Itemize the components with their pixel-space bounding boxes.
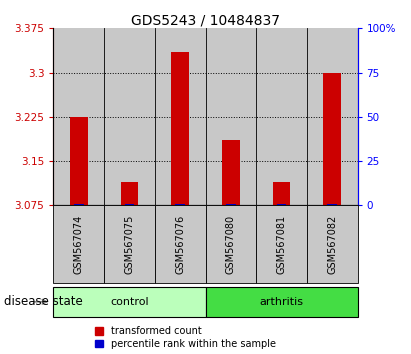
Bar [272,182,291,205]
Text: GSM567082: GSM567082 [327,215,337,274]
Bar [175,204,185,205]
Text: disease state: disease state [4,295,83,308]
Text: GSM567074: GSM567074 [74,215,84,274]
Text: control: control [110,297,149,307]
Text: GSM567081: GSM567081 [277,215,286,274]
Bar [226,204,236,205]
Bar [307,28,358,205]
Bar [323,73,341,205]
Bar [155,28,206,205]
Bar [327,204,337,205]
Bar [125,204,134,205]
Bar [53,28,104,205]
Bar [171,52,189,205]
Bar [222,141,240,205]
Bar [70,117,88,205]
Bar [104,28,155,205]
Text: arthritis: arthritis [259,297,304,307]
Bar [120,182,139,205]
Bar [74,204,84,205]
Bar [277,204,286,205]
Text: GSM567075: GSM567075 [125,215,134,274]
Text: GSM567080: GSM567080 [226,215,236,274]
Bar [256,28,307,205]
Title: GDS5243 / 10484837: GDS5243 / 10484837 [131,13,280,27]
Legend: transformed count, percentile rank within the sample: transformed count, percentile rank withi… [95,326,276,349]
Bar [206,28,256,205]
Text: GSM567076: GSM567076 [175,215,185,274]
